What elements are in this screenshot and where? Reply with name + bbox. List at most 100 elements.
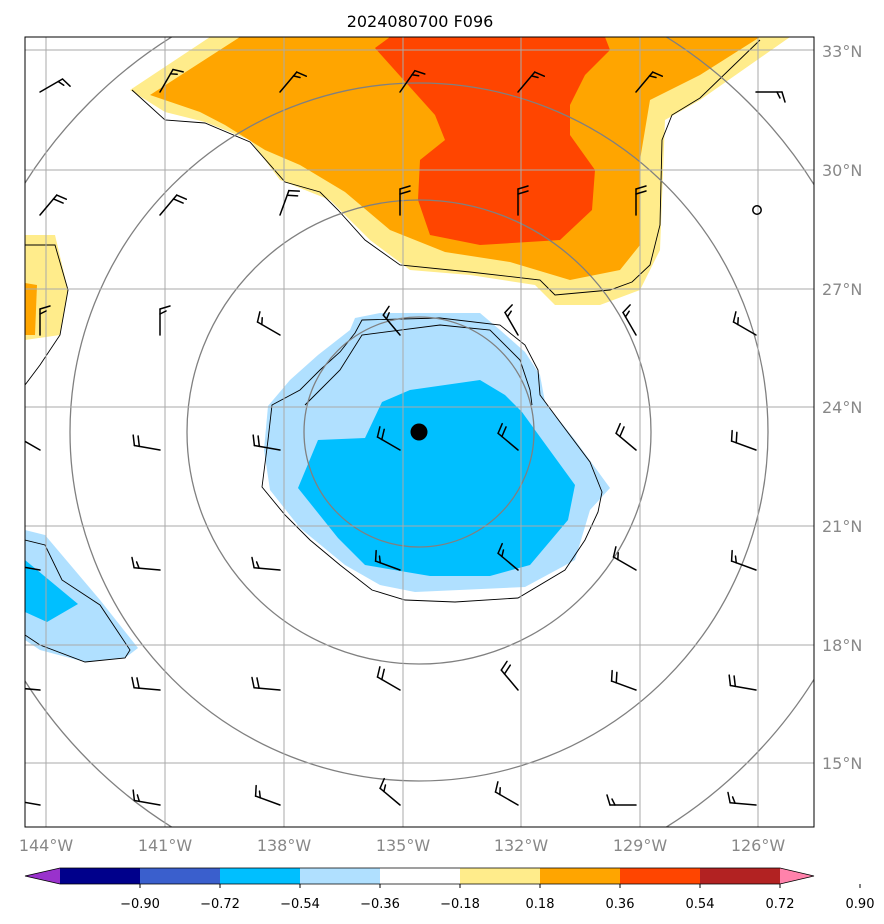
wind-barb — [517, 71, 546, 93]
colorbar-boxes — [60, 868, 781, 884]
colorbar-box — [540, 868, 621, 884]
wind-barb — [39, 194, 68, 216]
colorbar-label: 0.18 — [526, 897, 555, 912]
wind-barb — [615, 422, 637, 451]
wind-barb — [25, 436, 41, 451]
colorbar-label: −0.72 — [200, 897, 240, 912]
wind-barb — [497, 422, 519, 451]
colorbar-box — [620, 868, 701, 884]
lon-label: 135°W — [376, 836, 431, 855]
wind-barb — [730, 549, 757, 571]
wind-barb — [382, 305, 401, 336]
colorbar-label: −0.18 — [440, 897, 480, 912]
contour-north — [131, 39, 761, 296]
colorbar-label: 0.36 — [606, 897, 635, 912]
lon-label: 129°W — [613, 836, 668, 855]
pos-mid-fill-west — [25, 283, 37, 335]
colorbar-labels: −0.90 −0.72 −0.54 −0.36 −0.18 0.18 0.36 0.54 0.7… — [120, 884, 874, 912]
plot-frame — [24, 36, 815, 828]
wind-barb — [379, 777, 401, 806]
wind-barb — [159, 194, 188, 216]
colorbar-label: −0.90 — [120, 897, 160, 912]
wind-barb — [497, 542, 519, 571]
range-circles — [25, 37, 814, 827]
wind-barb — [131, 676, 161, 691]
wind-barb — [131, 556, 161, 571]
wind-barb — [494, 781, 519, 806]
latitude-labels: 33°N 30°N 27°N 24°N 21°N 18°N 15°N — [822, 42, 862, 773]
lat-label: 18°N — [822, 636, 862, 655]
plot-area — [25, 37, 814, 827]
wind-barb — [399, 185, 411, 216]
wind-barb — [730, 429, 757, 451]
wind-barb — [635, 185, 647, 216]
colorbar-label: 0.72 — [766, 897, 795, 912]
colorbar-box — [300, 868, 381, 884]
contour-southwest — [25, 539, 131, 663]
wind-barb — [727, 791, 757, 806]
lon-label: 138°W — [257, 836, 312, 855]
lat-label: 21°N — [822, 517, 862, 536]
wind-barb — [279, 189, 301, 216]
wind-barb — [256, 311, 281, 336]
lat-label: 24°N — [822, 398, 862, 417]
wind-barb — [25, 799, 41, 806]
wind-barb — [132, 434, 161, 451]
range-circle-2 — [186, 199, 652, 665]
wind-barb — [254, 784, 281, 806]
positive-anomaly-region — [25, 37, 790, 340]
colorbar-label: −0.36 — [360, 897, 400, 912]
wind-barb — [399, 69, 426, 93]
colorbar-box — [700, 868, 781, 884]
wind-barb — [25, 686, 41, 691]
wind-barb — [376, 426, 401, 451]
pos-strong-fill — [375, 37, 610, 245]
colorbar-label: 0.54 — [686, 897, 715, 912]
storm-center-marker — [410, 423, 428, 441]
range-circle-3 — [69, 82, 769, 782]
wind-barb — [517, 185, 529, 216]
wind-barb — [622, 304, 637, 336]
map-title: 2024080700 F096 — [347, 12, 494, 31]
colorbar-box — [380, 868, 461, 884]
wind-barb — [500, 660, 519, 691]
colorbar-label: 0.90 — [846, 897, 875, 912]
wind-barb — [610, 669, 637, 691]
contour-west — [25, 244, 69, 386]
longitude-labels: 144°W 141°W 138°W 135°W 132°W 129°W 126°… — [19, 836, 786, 855]
wind-barb — [612, 546, 637, 571]
wind-barb — [39, 305, 51, 336]
colorbar-label: −0.54 — [280, 897, 320, 912]
wind-barb — [159, 305, 171, 336]
wind-barb — [635, 71, 664, 93]
wind-barbs — [25, 68, 786, 806]
wind-barb — [39, 78, 71, 93]
wind-barb — [159, 68, 184, 93]
wind-barb — [728, 674, 757, 691]
lat-label: 30°N — [822, 161, 862, 180]
wind-barb — [606, 794, 637, 806]
wind-barb — [251, 556, 281, 571]
wind-barb — [374, 549, 401, 571]
wind-barb — [376, 666, 401, 691]
neg-mid-fill-sw — [25, 560, 78, 622]
colorbar-outline — [24, 867, 815, 885]
wind-barb — [252, 434, 281, 451]
colorbar-max-extend — [780, 868, 814, 884]
lon-label: 141°W — [138, 836, 193, 855]
graticule — [25, 37, 814, 827]
wind-barb — [504, 304, 519, 336]
lon-label: 144°W — [19, 836, 74, 855]
lon-label: 126°W — [731, 836, 786, 855]
wind-barb — [251, 676, 281, 691]
wind-barb — [732, 311, 757, 336]
wind-barb — [25, 564, 41, 571]
lat-label: 15°N — [822, 754, 862, 773]
colorbar-box — [140, 868, 221, 884]
colorbar-box — [460, 868, 541, 884]
colorbar: −0.90 −0.72 −0.54 −0.36 −0.18 0.18 0.36 0.54 0.7… — [24, 867, 874, 912]
wind-barb — [132, 789, 161, 806]
colorbar-min-extend — [25, 868, 60, 884]
colorbar-box — [220, 868, 301, 884]
